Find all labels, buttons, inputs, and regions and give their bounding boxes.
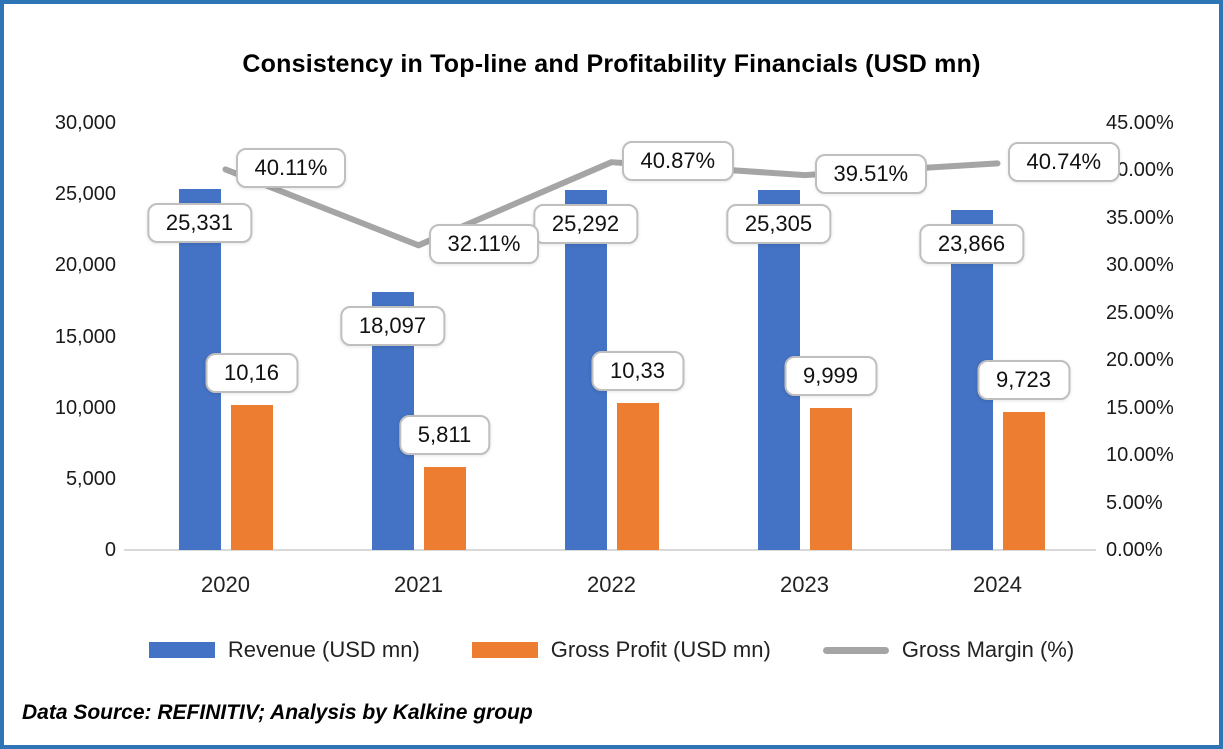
right-axis-tick: 25.00% bbox=[1106, 301, 1174, 324]
x-axis-label: 2024 bbox=[973, 572, 1022, 597]
gross-profit-swatch bbox=[471, 642, 538, 658]
left-axis-tick: 5,000 bbox=[65, 467, 116, 490]
legend: Revenue (USD mn) Gross Profit (USD mn) G… bbox=[4, 637, 1219, 663]
x-axis-label: 2021 bbox=[394, 572, 443, 597]
gross-profit-label-2023: 9,999 bbox=[783, 356, 878, 396]
gross-profit-label-2022: 10,33 bbox=[590, 351, 685, 391]
gross-profit-bar-2023 bbox=[809, 408, 852, 550]
left-axis-tick: 30,000 bbox=[54, 112, 116, 134]
data-source-note: Data Source: REFINITIV; Analysis by Kalk… bbox=[22, 701, 533, 724]
revenue-label-2020: 25,331 bbox=[146, 203, 253, 243]
gross-margin-label-2022: 40.87% bbox=[621, 141, 735, 182]
gross-margin-swatch bbox=[822, 646, 889, 654]
gross-profit-bar-2024 bbox=[1002, 412, 1045, 550]
right-axis-tick: 5.00% bbox=[1106, 491, 1163, 514]
revenue-label-2024: 23,866 bbox=[918, 224, 1025, 264]
revenue-swatch bbox=[148, 642, 215, 658]
left-axis-tick: 15,000 bbox=[54, 325, 116, 348]
right-axis-tick: 35.00% bbox=[1106, 206, 1174, 229]
legend-label-revenue: Revenue (USD mn) bbox=[227, 637, 420, 662]
legend-item-gross-margin: Gross Margin (%) bbox=[822, 637, 1075, 663]
x-axis-label: 2022 bbox=[587, 572, 636, 597]
gross-profit-bar-2022 bbox=[616, 403, 659, 550]
x-axis-label: 2023 bbox=[780, 572, 829, 597]
gross-margin-label-2023: 39.51% bbox=[814, 154, 928, 195]
gross-profit-bar-2021 bbox=[423, 467, 466, 550]
x-axis-label: 2020 bbox=[201, 572, 250, 597]
legend-label-gross-profit: Gross Profit (USD mn) bbox=[550, 637, 771, 662]
gross-margin-label-2020: 40.11% bbox=[235, 148, 347, 189]
right-axis-tick: 40.00% bbox=[1106, 159, 1174, 182]
legend-label-gross-margin: Gross Margin (%) bbox=[901, 637, 1075, 662]
right-axis-tick: 0.00% bbox=[1106, 539, 1163, 561]
x-axis-line bbox=[124, 549, 1096, 551]
gross-profit-label-2021: 5,811 bbox=[398, 415, 491, 455]
right-axis-tick: 10.00% bbox=[1106, 444, 1174, 467]
gross-profit-label-2020: 10,16 bbox=[204, 353, 299, 393]
right-axis-tick: 45.00% bbox=[1106, 112, 1174, 134]
gross-margin-label-2021: 32.11% bbox=[428, 224, 540, 265]
revenue-label-2022: 25,292 bbox=[532, 204, 639, 244]
revenue-label-2021: 18,097 bbox=[339, 306, 446, 346]
gross-profit-label-2024: 9,723 bbox=[976, 360, 1071, 400]
right-axis-tick: 20.00% bbox=[1106, 349, 1174, 372]
left-axis-tick: 20,000 bbox=[54, 254, 116, 277]
left-axis-tick: 10,000 bbox=[54, 396, 116, 419]
gross-margin-label-2024: 40.74% bbox=[1007, 142, 1121, 183]
left-axis-tick: 25,000 bbox=[54, 183, 116, 206]
right-axis-tick: 15.00% bbox=[1106, 396, 1174, 419]
gross-profit-bar-2020 bbox=[230, 405, 273, 550]
left-axis-tick: 0 bbox=[104, 539, 116, 561]
chart-title: Consistency in Top-line and Profitabilit… bbox=[242, 50, 981, 78]
right-axis-tick: 30.00% bbox=[1106, 254, 1174, 277]
legend-item-revenue: Revenue (USD mn) bbox=[148, 637, 420, 663]
revenue-label-2023: 25,305 bbox=[725, 204, 832, 244]
legend-item-gross-profit: Gross Profit (USD mn) bbox=[471, 637, 771, 663]
